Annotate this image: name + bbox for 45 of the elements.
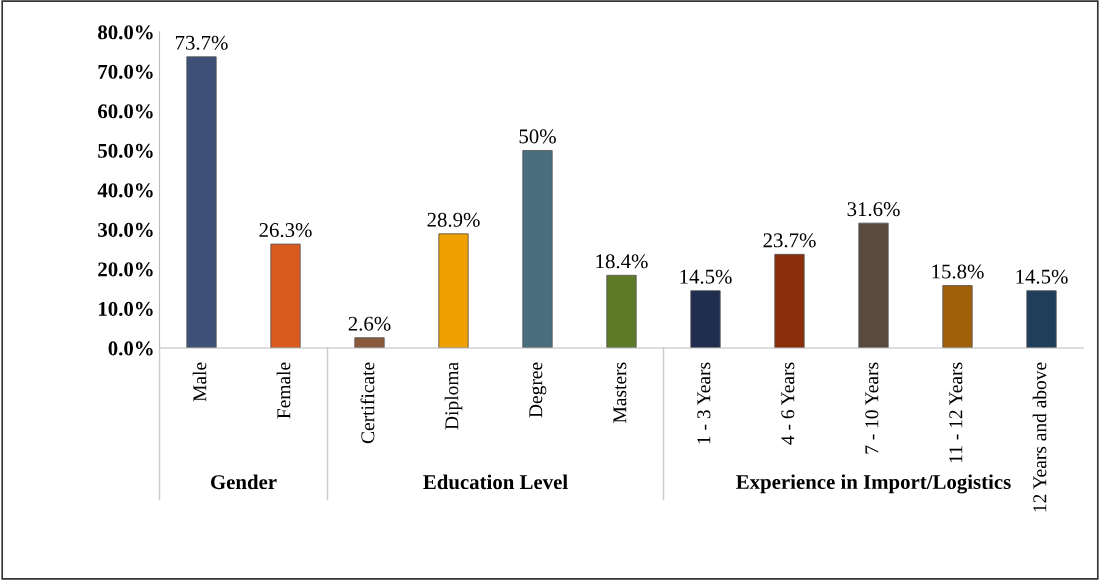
x-tick-label: Masters bbox=[613, 362, 627, 423]
y-tick-label: 0.0% bbox=[108, 341, 153, 356]
bar bbox=[690, 290, 721, 348]
x-tick-label: Diploma bbox=[444, 362, 463, 430]
x-tick-label: 4 - 6 Years bbox=[781, 362, 795, 445]
text: Education Level bbox=[423, 474, 568, 490]
x-tick-label: Female bbox=[276, 362, 291, 419]
data-label: 28.9% bbox=[427, 212, 480, 227]
bar bbox=[774, 253, 805, 348]
data-label: 26.3% bbox=[259, 223, 312, 238]
y-tick-label: 50.0% bbox=[98, 143, 153, 158]
bar bbox=[438, 233, 469, 348]
x-tick-label: Degree bbox=[529, 362, 547, 418]
data-label: 23.7% bbox=[763, 233, 816, 248]
y-tick-label: 70.0% bbox=[98, 64, 153, 79]
data-label: 18.4% bbox=[596, 254, 648, 269]
bar bbox=[858, 222, 889, 348]
bar bbox=[354, 337, 385, 348]
bar bbox=[270, 243, 301, 348]
data-label: 50% bbox=[519, 129, 556, 144]
bar bbox=[522, 150, 553, 348]
data-label: 14.5% bbox=[680, 269, 732, 284]
data-label: 73.7% bbox=[175, 35, 228, 50]
x-tick-label: 12 Years and above bbox=[1032, 362, 1047, 512]
x-tick-label: Male bbox=[192, 362, 207, 402]
data-label: 15.8% bbox=[932, 264, 984, 279]
bar bbox=[606, 274, 637, 348]
x-tick-label: Certificate bbox=[360, 362, 375, 444]
y-tick-label: 40.0% bbox=[97, 183, 153, 198]
y-tick-label: 60.0% bbox=[98, 104, 153, 119]
data-label: 31.6% bbox=[847, 202, 900, 217]
x-tick-label: 1 - 3 Years bbox=[697, 362, 711, 444]
y-tick-label: 20.0% bbox=[98, 262, 153, 277]
bar bbox=[942, 285, 973, 348]
text: Gender bbox=[210, 474, 277, 490]
y-tick-label: 30.0% bbox=[98, 222, 153, 237]
text: Experience in Import/Logistics bbox=[736, 474, 1011, 494]
bar bbox=[186, 56, 217, 348]
x-tick-label: 7 - 10 Years bbox=[865, 362, 879, 454]
x-tick-label: 11 - 12 Years bbox=[949, 362, 963, 463]
data-label: 14.5% bbox=[1016, 269, 1068, 284]
y-tick-label: 80.0% bbox=[98, 25, 153, 40]
y-tick-label: 10.0% bbox=[99, 301, 153, 317]
bar bbox=[1026, 290, 1057, 348]
data-label: 2.6% bbox=[348, 316, 391, 331]
